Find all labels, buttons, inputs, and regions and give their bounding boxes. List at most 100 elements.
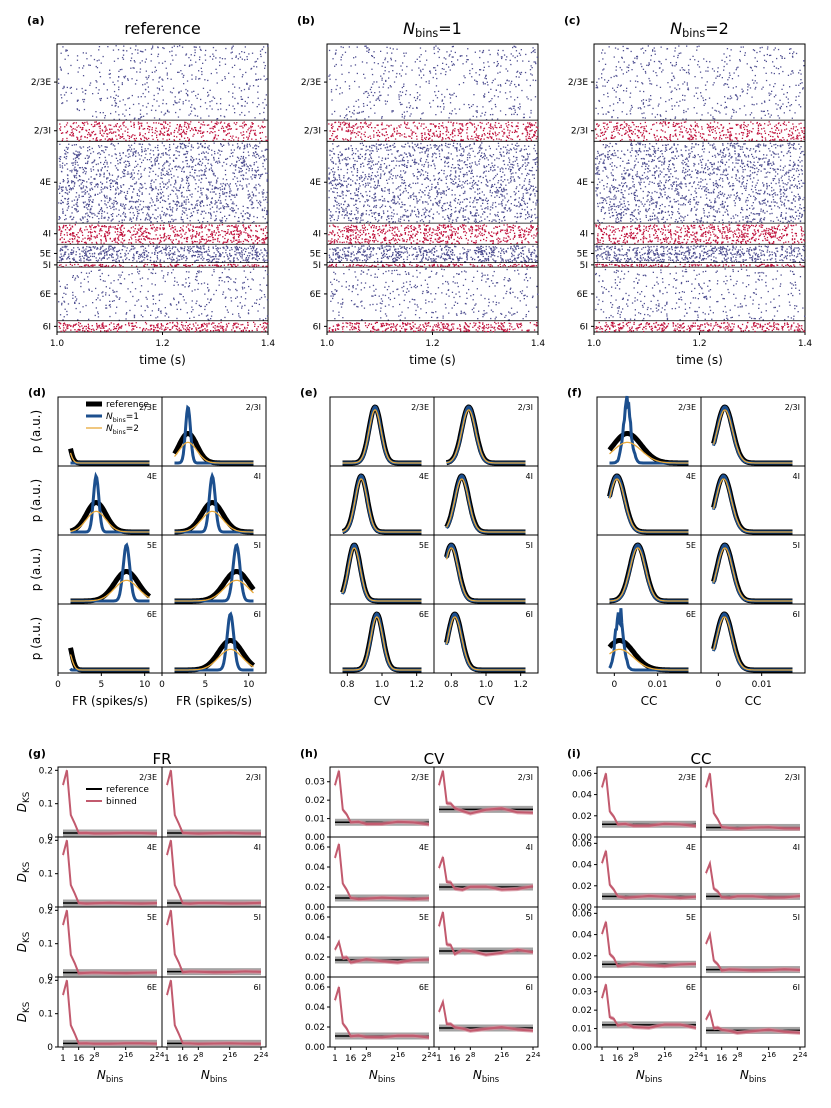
population-label: 5E xyxy=(40,249,52,259)
spike-dot xyxy=(401,86,403,89)
spike-dot xyxy=(99,98,101,100)
spike-dot xyxy=(199,245,202,248)
spike-dot xyxy=(139,62,141,64)
spike-dot xyxy=(87,123,89,125)
spike-dot xyxy=(201,145,204,147)
spike-dot xyxy=(79,153,81,155)
spike-dot xyxy=(123,239,126,241)
spike-dot xyxy=(142,316,144,318)
spike-dot xyxy=(133,118,135,120)
spike-dot xyxy=(64,214,67,216)
spike-dot xyxy=(157,53,160,55)
spike-dot xyxy=(102,280,104,282)
spike-dot xyxy=(218,149,220,151)
spike-dot xyxy=(215,248,217,250)
spike-dot xyxy=(244,238,246,241)
spike-dot xyxy=(208,289,210,291)
spike-dot xyxy=(100,235,102,237)
spike-dot xyxy=(106,89,108,91)
spike-dot xyxy=(150,109,153,111)
spike-dot xyxy=(104,280,106,282)
spike-dot xyxy=(218,231,220,233)
spike-dot xyxy=(110,143,112,145)
spike-dot xyxy=(141,50,143,53)
spike-dot xyxy=(82,128,84,130)
spike-dot xyxy=(74,153,76,156)
spike-dot xyxy=(199,254,201,256)
spike-dot xyxy=(171,209,173,211)
spike-dot xyxy=(265,237,267,240)
spike-dot xyxy=(76,126,78,128)
spike-dot xyxy=(222,242,224,244)
spike-dot xyxy=(73,168,75,170)
spike-dot xyxy=(165,236,168,238)
spike-dot xyxy=(222,293,224,295)
spike-dot xyxy=(373,57,375,59)
spike-dot xyxy=(169,221,172,223)
spike-dot xyxy=(189,327,191,329)
spike-dot xyxy=(74,302,76,304)
spike-dot xyxy=(118,260,120,262)
spike-dot xyxy=(147,208,149,210)
spike-dot xyxy=(149,241,151,243)
spike-dot xyxy=(185,182,188,184)
spike-dot xyxy=(378,99,381,102)
spike-dot xyxy=(229,263,232,266)
spike-dot xyxy=(454,51,456,54)
spike-dot xyxy=(78,154,80,157)
spike-dot xyxy=(200,177,203,180)
spike-dot xyxy=(162,138,164,140)
spike-dot xyxy=(163,329,165,331)
spike-dot xyxy=(210,318,212,320)
spike-dot xyxy=(201,256,204,258)
spike-dot xyxy=(87,276,89,278)
spike-dot xyxy=(232,105,234,107)
spike-dot xyxy=(100,186,103,188)
spike-dot xyxy=(205,194,207,196)
spike-dot xyxy=(75,150,77,152)
spike-dot xyxy=(154,132,156,134)
spike-dot xyxy=(110,220,112,222)
spike-dot xyxy=(181,258,183,260)
spike-dot xyxy=(87,214,89,216)
spike-dot xyxy=(171,225,173,227)
spike-dot xyxy=(58,321,60,324)
spike-dot xyxy=(98,122,100,124)
spike-dot xyxy=(128,322,130,324)
spike-dot xyxy=(133,142,136,144)
spike-dot xyxy=(206,259,209,261)
spike-dot xyxy=(144,239,146,241)
spike-dot xyxy=(257,169,260,171)
spike-dot xyxy=(198,146,200,148)
spike-dot xyxy=(186,180,189,182)
spike-dot xyxy=(64,156,66,158)
spike-dot xyxy=(191,228,194,231)
spike-dot xyxy=(149,238,151,240)
spike-dot xyxy=(221,79,223,81)
spike-dot xyxy=(233,260,235,262)
spike-dot xyxy=(155,69,157,72)
spike-dot xyxy=(66,324,68,326)
spike-dot xyxy=(197,186,200,188)
spike-dot xyxy=(99,230,101,232)
spike-dot xyxy=(236,252,238,254)
spike-dot xyxy=(194,164,197,166)
spike-dot xyxy=(75,209,77,211)
spike-dot xyxy=(163,131,166,133)
spike-dot xyxy=(137,96,139,98)
spike-dot xyxy=(201,324,204,327)
spike-dot xyxy=(68,143,70,145)
spike-dot xyxy=(113,125,115,128)
spike-dot xyxy=(149,217,151,220)
spike-dot xyxy=(151,165,153,167)
spike-dot xyxy=(144,309,146,312)
spike-dot xyxy=(188,127,190,129)
spike-dot xyxy=(144,137,146,139)
spike-dot xyxy=(126,190,129,193)
spike-dot xyxy=(157,258,159,260)
spike-dot xyxy=(202,131,204,133)
spike-dot xyxy=(160,193,162,195)
spike-dot xyxy=(205,156,207,158)
spike-dot xyxy=(242,127,244,129)
spike-dot xyxy=(255,251,257,253)
